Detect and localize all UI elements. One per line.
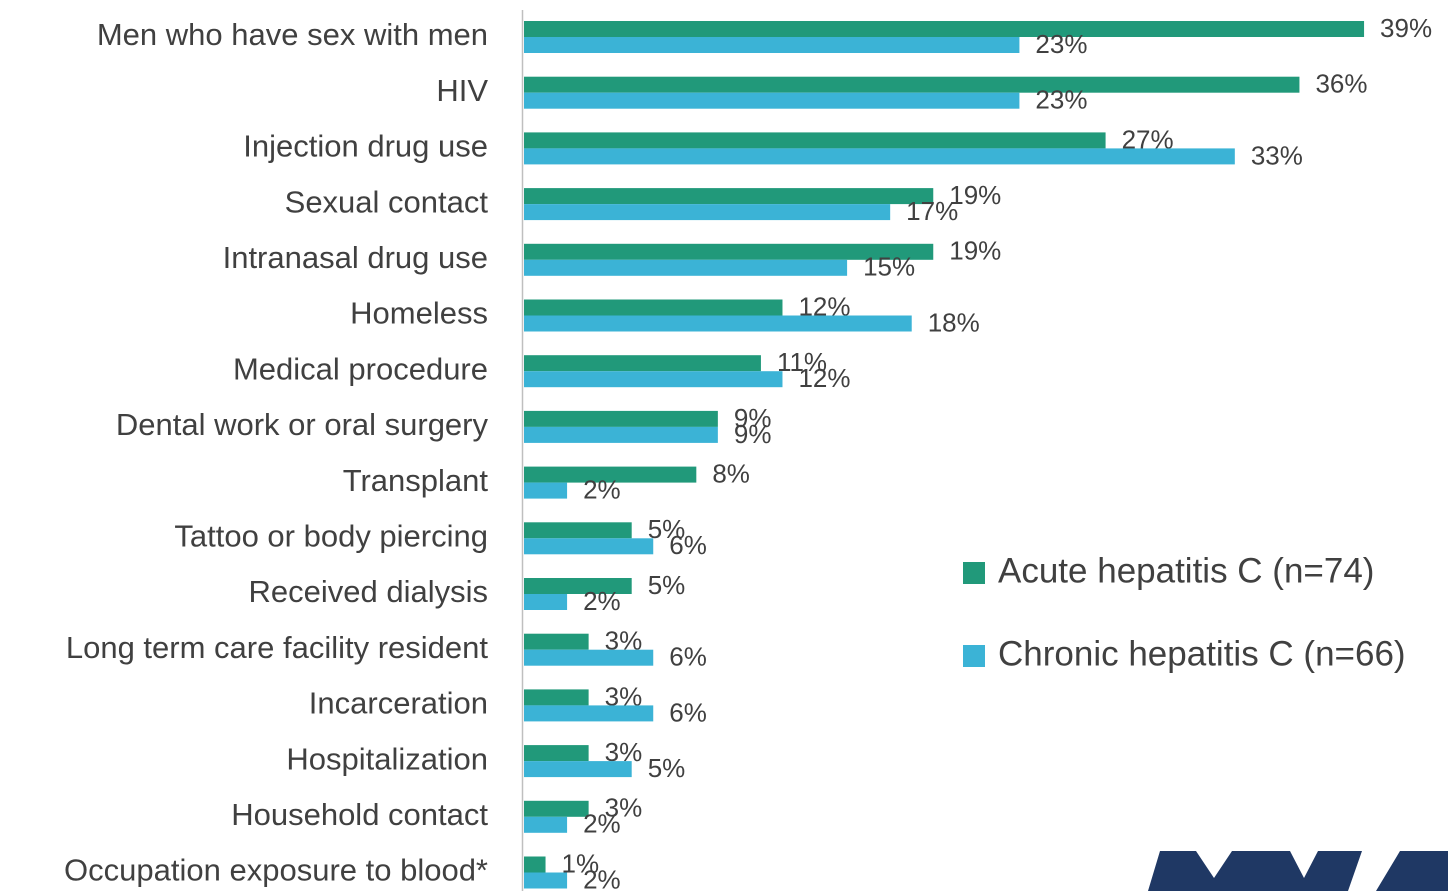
category-label: Injection drug use <box>243 129 488 164</box>
data-label: 23% <box>1035 85 1087 115</box>
category-label: Occupation exposure to blood* <box>64 853 488 888</box>
bar <box>524 371 783 388</box>
legend-label: Acute hepatitis C (n=74) <box>998 551 1374 590</box>
data-label: 19% <box>949 180 1001 210</box>
category-label: Medical procedure <box>233 351 488 386</box>
data-label: 6% <box>669 697 707 727</box>
bar <box>524 355 761 372</box>
bar <box>524 315 912 332</box>
data-label: 18% <box>928 307 980 337</box>
category-label: Sexual contact <box>285 184 489 219</box>
bar <box>524 800 589 817</box>
bar <box>524 259 848 276</box>
bar <box>524 92 1020 109</box>
bar <box>524 872 568 889</box>
bar <box>524 426 718 443</box>
data-label: 8% <box>712 458 750 488</box>
bar <box>524 538 654 555</box>
bar <box>524 689 589 706</box>
category-label: HIV <box>436 73 488 108</box>
data-label: 11% <box>777 347 827 377</box>
data-label: 33% <box>1251 140 1303 170</box>
logo <box>1148 851 1448 891</box>
legend-label: Chronic hepatitis C (n=66) <box>998 634 1406 673</box>
data-label: 2% <box>583 586 621 616</box>
data-label: 2% <box>583 864 621 891</box>
data-label: 1% <box>562 848 600 878</box>
bar <box>524 522 632 539</box>
bar <box>524 761 632 778</box>
data-label: 5% <box>648 514 686 544</box>
data-label: 9% <box>734 419 772 449</box>
legend-swatch <box>963 645 985 667</box>
data-label: 17% <box>906 196 958 226</box>
category-label: Household contact <box>231 797 488 832</box>
bar <box>524 578 632 594</box>
bar <box>524 204 891 221</box>
category-label: Homeless <box>350 296 488 331</box>
data-label: 6% <box>669 642 707 672</box>
data-label: 5% <box>648 753 686 783</box>
category-label: Men who have sex with men <box>97 17 488 52</box>
data-label: 9% <box>734 403 772 433</box>
category-label: Hospitalization <box>286 741 488 776</box>
category-label: Dental work or oral surgery <box>116 407 489 442</box>
data-label: 15% <box>863 252 915 282</box>
data-label: 6% <box>669 530 707 560</box>
bar <box>524 466 697 483</box>
category-label: Transplant <box>343 463 489 498</box>
bar <box>524 243 934 260</box>
bar <box>524 816 568 833</box>
bar <box>524 132 1106 149</box>
bar <box>524 148 1235 165</box>
data-label: 39% <box>1380 13 1432 43</box>
data-label: 2% <box>583 474 621 504</box>
bar <box>524 594 568 610</box>
bar <box>524 76 1300 93</box>
data-label: 3% <box>605 793 643 823</box>
bar <box>524 482 568 499</box>
bar <box>524 649 654 666</box>
bar <box>524 37 1020 53</box>
bar <box>524 410 718 427</box>
bar <box>524 188 934 205</box>
bar <box>524 745 589 762</box>
data-label: 5% <box>648 570 686 600</box>
category-label: Intranasal drug use <box>223 240 488 275</box>
data-label: 19% <box>949 236 1001 266</box>
category-label: Tattoo or body piercing <box>174 518 488 553</box>
category-label: Long term care facility resident <box>66 630 489 665</box>
data-label: 2% <box>583 809 621 839</box>
data-label: 36% <box>1315 69 1367 99</box>
bar <box>524 299 783 316</box>
data-label: 23% <box>1035 29 1087 59</box>
category-label: Received dialysis <box>249 574 489 609</box>
bar <box>524 21 1365 37</box>
data-label: 12% <box>798 363 850 393</box>
bar <box>524 856 546 873</box>
bar <box>524 705 654 722</box>
category-label: Incarceration <box>309 686 488 721</box>
bar <box>524 633 589 650</box>
legend-swatch <box>963 562 985 584</box>
